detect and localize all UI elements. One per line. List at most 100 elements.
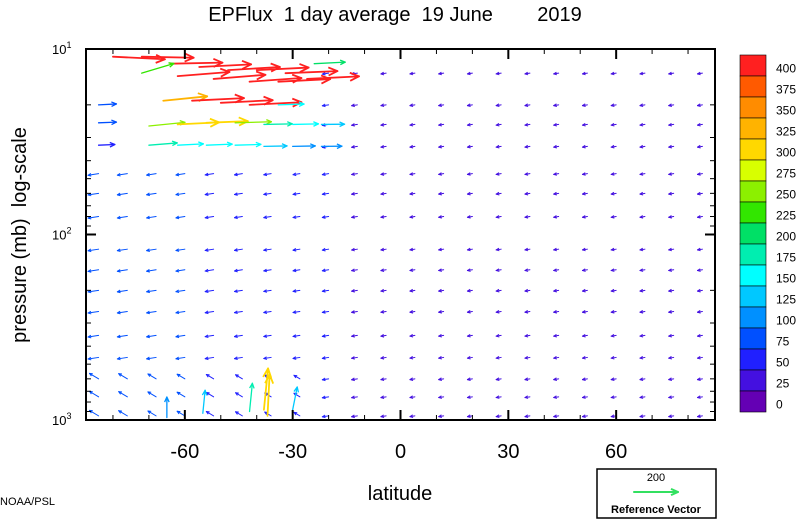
colorbar-label: 0 — [776, 398, 783, 412]
vector-arrow — [141, 62, 175, 74]
vector-arrow — [495, 247, 502, 252]
vector-arrow — [610, 247, 617, 252]
vector-arrow — [204, 310, 215, 315]
vector-arrow — [263, 192, 272, 196]
vector-arrow — [409, 414, 416, 418]
colorbar-label: 225 — [776, 209, 796, 223]
colorbar-swatch — [739, 264, 767, 287]
vector-arrow — [235, 411, 243, 417]
vector-arrow — [320, 121, 346, 128]
vector-arrow — [466, 355, 473, 360]
vector-arrow — [321, 247, 330, 252]
vector-arrow — [380, 414, 387, 419]
vector-arrow — [639, 310, 646, 314]
vector-arrow — [234, 268, 243, 273]
reference-vector-arrow — [633, 487, 679, 497]
vector-arrow — [639, 414, 646, 418]
vector-arrow — [176, 391, 186, 398]
colorbar-label: 375 — [776, 83, 796, 97]
vector-arrow — [292, 310, 301, 314]
vector-arrow — [553, 377, 560, 381]
colorbar-swatch — [739, 306, 767, 329]
vector-arrow — [668, 172, 675, 176]
vector-arrow — [553, 144, 560, 149]
vector-arrow — [466, 122, 473, 127]
colorbar-swatch — [739, 96, 767, 119]
vector-arrow — [639, 355, 646, 360]
vector-arrow — [351, 395, 358, 400]
colorbar-swatch — [739, 117, 767, 140]
vector-arrow — [351, 103, 358, 108]
vector-arrow — [409, 268, 416, 272]
vector-arrow — [524, 395, 531, 399]
vector-arrow — [380, 247, 387, 252]
plot-frame — [85, 48, 716, 421]
vector-arrow — [524, 172, 531, 176]
vector-arrow — [147, 410, 157, 417]
vector-arrow — [524, 333, 531, 338]
vector-arrow — [234, 334, 243, 338]
vector-arrow — [466, 215, 473, 219]
x-tick-label: 0 — [395, 441, 406, 463]
vector-arrow — [380, 144, 387, 149]
vector-arrow — [292, 356, 301, 360]
vector-arrow — [351, 414, 358, 419]
vector-arrow — [438, 172, 445, 176]
vector-arrow — [263, 289, 272, 293]
vector-arrow — [176, 410, 186, 417]
vector-arrow — [204, 289, 215, 293]
x-tick-label: 60 — [605, 441, 627, 463]
vector-arrow — [438, 310, 445, 314]
reference-arrow — [633, 487, 679, 497]
vector-arrow — [438, 215, 445, 219]
vector-arrow — [610, 172, 617, 176]
vector-arrow — [438, 247, 445, 252]
vector-arrow — [263, 215, 272, 219]
vector-arrow — [495, 355, 502, 360]
vector-arrow — [292, 215, 301, 219]
vector-arrow — [668, 377, 675, 381]
vector-arrow — [438, 144, 445, 149]
vector-arrow — [147, 373, 157, 380]
vector-arrow — [204, 356, 215, 361]
vector-arrow — [668, 268, 675, 272]
vector-arrow — [321, 356, 330, 360]
colorbar-swatch — [739, 390, 767, 413]
colorbar-label: 175 — [776, 251, 796, 265]
vector-arrow — [380, 122, 387, 127]
vector-arrow — [87, 310, 100, 315]
colorbar-label: 300 — [776, 146, 796, 160]
vector-arrow — [263, 143, 288, 149]
vector-arrow — [696, 191, 703, 196]
vector-arrow — [380, 288, 387, 293]
vector-arrow — [610, 144, 617, 149]
vector-arrow — [581, 191, 588, 196]
vector-arrow — [146, 310, 157, 315]
vector-arrow — [553, 268, 560, 272]
vector-arrow — [466, 377, 473, 381]
vector-arrow — [524, 268, 531, 272]
vector-arrow — [321, 377, 330, 382]
vector-arrow — [610, 71, 617, 76]
vector-arrow — [696, 247, 703, 252]
vector-arrow — [313, 59, 346, 66]
y-tick-label-exponent: 3 — [66, 411, 71, 421]
vector-arrow — [380, 310, 387, 314]
vector-arrow — [292, 289, 301, 293]
vector-arrow — [321, 310, 330, 314]
vector-arrow — [234, 248, 243, 252]
vector-arrow — [581, 144, 588, 149]
vector-arrow — [610, 288, 617, 293]
vector-arrow — [581, 122, 588, 127]
vector-arrow — [581, 172, 588, 176]
vector-arrow — [696, 377, 703, 381]
vector-arrow — [351, 215, 358, 219]
vector-arrow — [466, 191, 473, 196]
colorbar-label: 100 — [776, 314, 796, 328]
vector-arrow — [524, 191, 531, 196]
vector-arrow — [524, 288, 531, 293]
vector-arrow — [553, 333, 560, 338]
vector-arrow — [235, 392, 243, 398]
vector-arrow — [175, 215, 186, 220]
colorbar-swatch — [739, 138, 767, 161]
